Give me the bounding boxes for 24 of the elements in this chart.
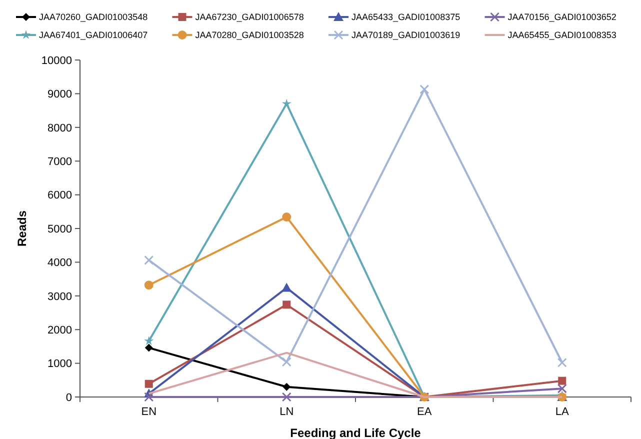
- y-tick-label: 10000: [41, 54, 72, 67]
- x-tick-label: LA: [555, 406, 570, 418]
- y-tick-label: 2000: [48, 324, 72, 336]
- legend-label: JAA67230_GADI01006578: [195, 12, 304, 22]
- y-tick-label: 5000: [48, 223, 72, 236]
- legend-label: JAA70260_GADI01003548: [39, 12, 148, 22]
- legend-label: JAA70189_GADI01003619: [352, 30, 460, 40]
- x-tick-label: EN: [141, 406, 157, 418]
- legend-label: JAA70156_GADI01003652: [508, 12, 616, 22]
- x-tick-label: EA: [417, 406, 432, 418]
- y-axis-title: Reads: [15, 210, 29, 247]
- y-tick-label: 3000: [48, 290, 72, 303]
- y-tick-label: 4000: [48, 257, 72, 270]
- y-tick-label: 0: [66, 392, 72, 404]
- y-tick-label: 7000: [48, 156, 72, 168]
- y-tick-label: 9000: [48, 88, 72, 101]
- legend-label: JAA67401_GADI01006407: [39, 30, 148, 40]
- legend-label: JAA65433_GADI01008375: [352, 12, 460, 22]
- x-tick-label: LN: [280, 406, 294, 418]
- y-tick-label: 1000: [48, 358, 72, 370]
- y-tick-label: 8000: [48, 122, 72, 134]
- y-tick-label: 6000: [48, 190, 72, 202]
- legend-label: JAA65455_GADI01008353: [508, 30, 616, 40]
- legend-label: JAA70280_GADI01003528: [195, 30, 304, 40]
